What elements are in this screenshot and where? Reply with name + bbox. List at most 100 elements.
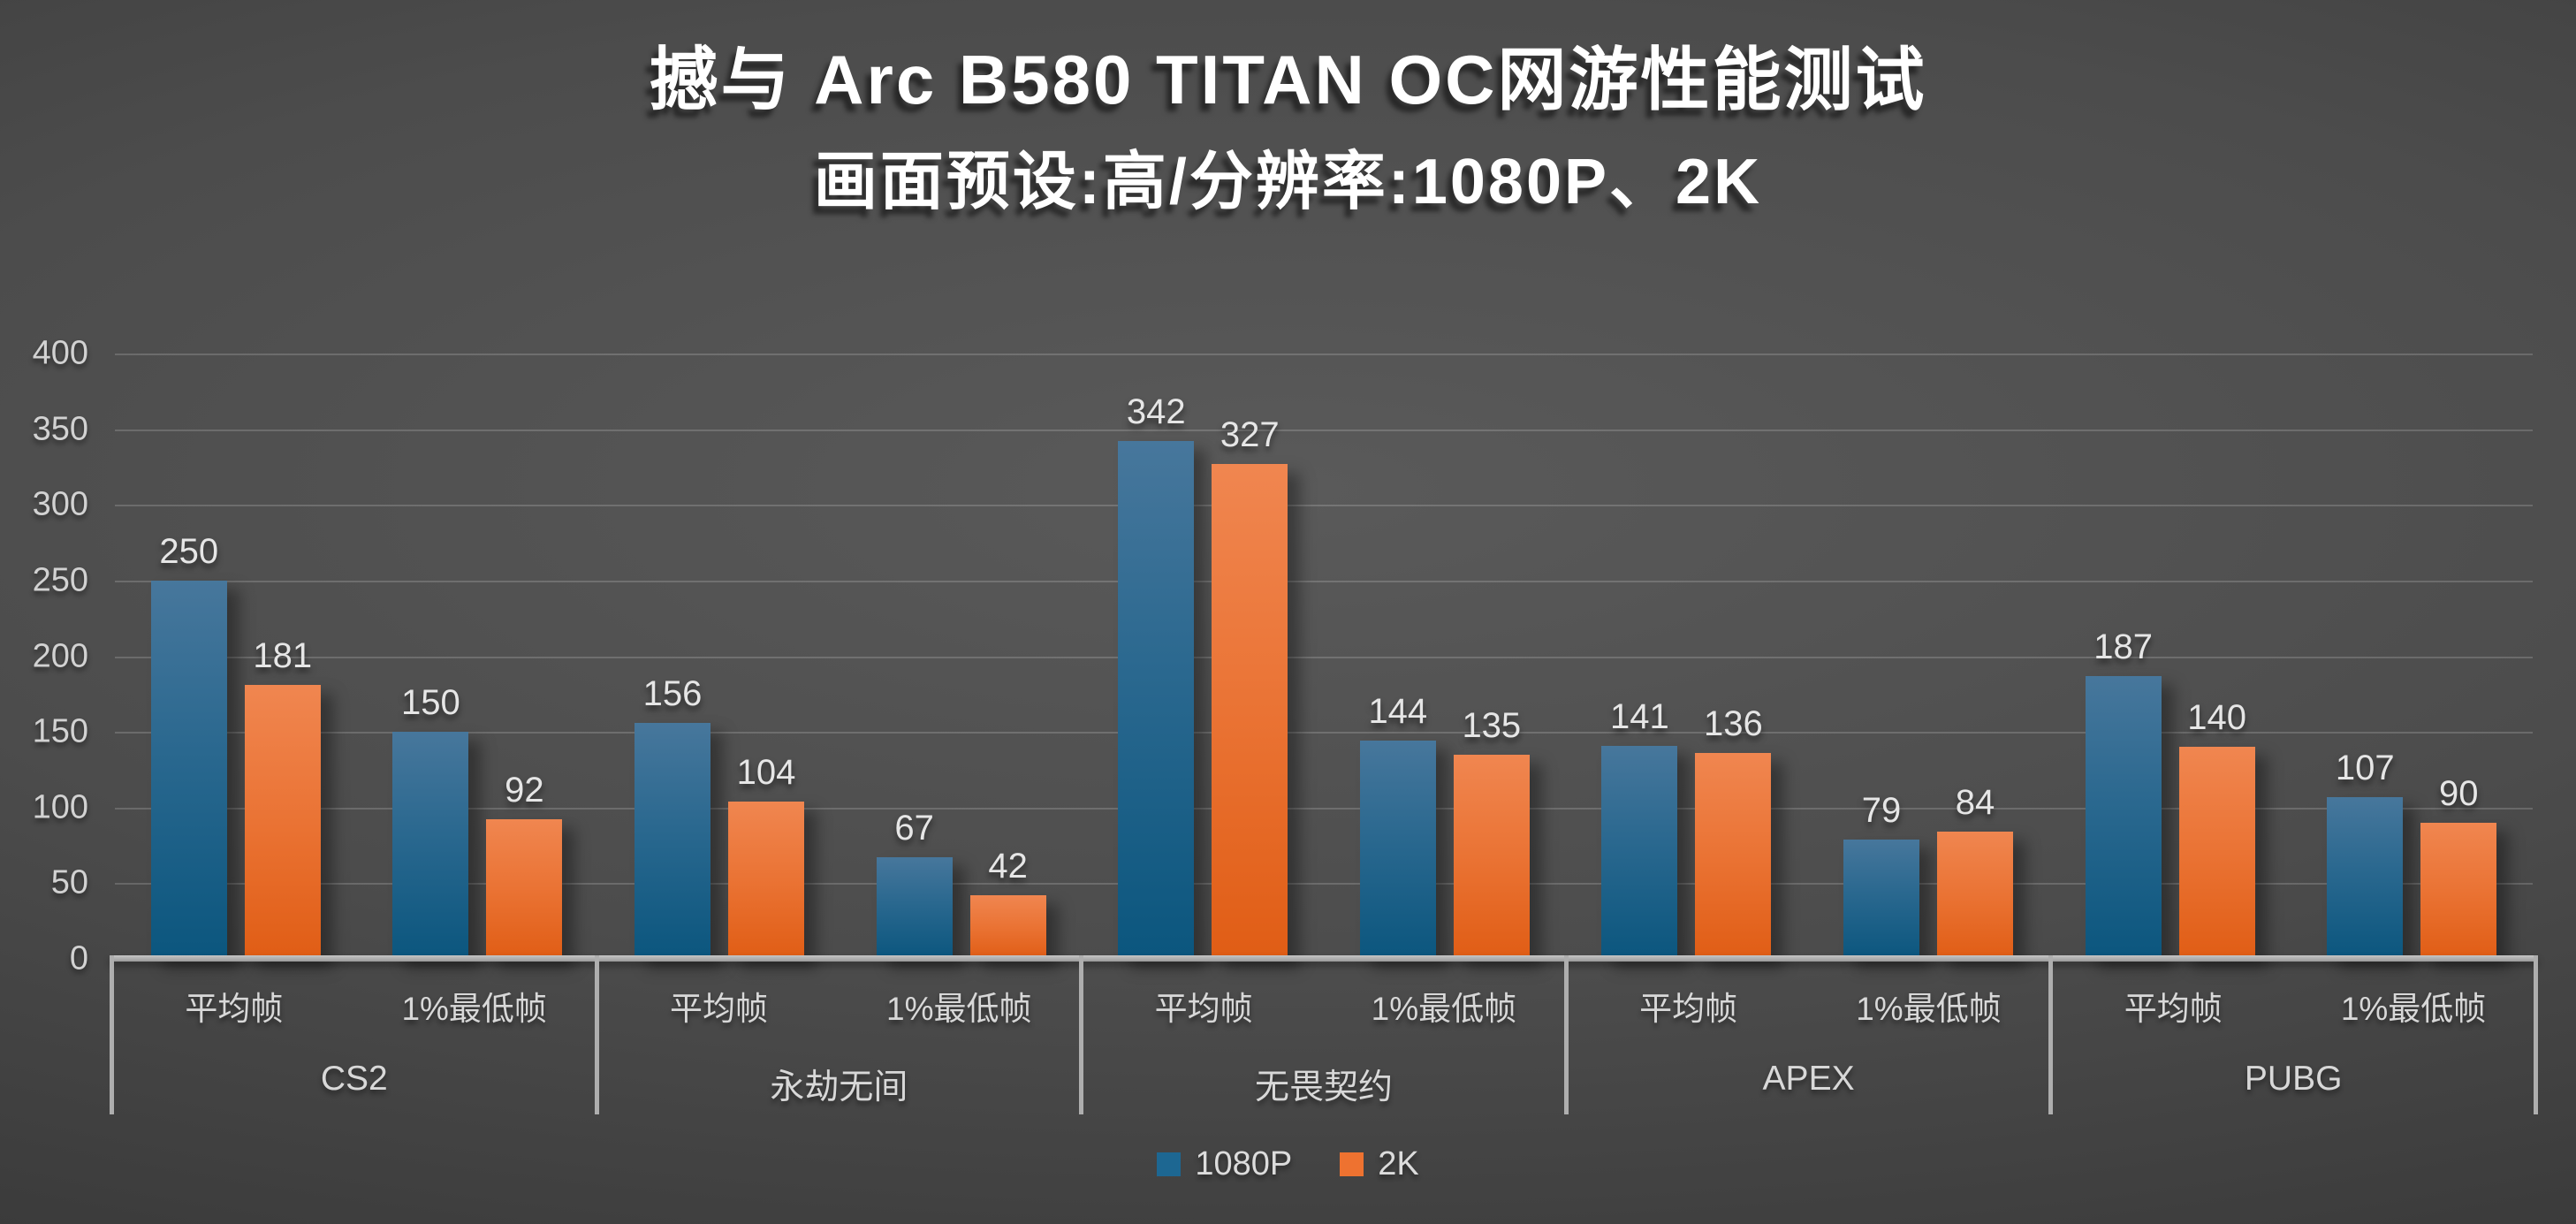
- bar-value-label: 136: [1704, 704, 1763, 744]
- bar-2K: 140: [2178, 698, 2255, 959]
- bar-pair: 67 42: [840, 354, 1083, 959]
- bar-value-label: 90: [2438, 773, 2479, 813]
- bar-value-label: 42: [988, 847, 1028, 886]
- metric-label: 平均帧: [2124, 991, 2223, 1027]
- bar-pair: 150 92: [357, 354, 599, 959]
- bar-2K: 90: [2420, 774, 2497, 959]
- metric-label-row: 平均帧 1%最低帧: [2053, 955, 2534, 1030]
- metric-label: 1%最低帧: [2340, 991, 2487, 1027]
- bar-value-label: 79: [1861, 790, 1902, 830]
- bar-1080P: 67: [876, 809, 953, 959]
- metric-label-row: 平均帧 1%最低帧: [1083, 955, 1564, 1030]
- gridline: [115, 505, 2533, 507]
- y-axis-tick-label: 150: [32, 712, 88, 750]
- metric-label: 平均帧: [669, 991, 768, 1027]
- category-group: 平均帧 1%最低帧 APEX: [1563, 955, 2049, 1114]
- category-group: 平均帧 1%最低帧 PUBG: [2048, 955, 2538, 1114]
- game-label: PUBG: [2244, 1060, 2343, 1098]
- y-axis-tick-label: 300: [32, 485, 88, 523]
- bar-value-label: 181: [253, 636, 313, 676]
- bar-2K: 104: [728, 753, 804, 959]
- y-axis-tick-label: 0: [69, 939, 88, 977]
- bar-2K: 327: [1212, 415, 1288, 959]
- y-axis-tick-label: 100: [32, 788, 88, 826]
- bar-group: 156 104 67 42: [598, 354, 1082, 959]
- metric-label: 1%最低帧: [886, 991, 1032, 1027]
- bar-1080P: 156: [635, 674, 710, 959]
- bar-value-label: 107: [2335, 748, 2395, 787]
- bar-group: 187 140 107 90: [2049, 354, 2533, 959]
- bar-value-label: 342: [1126, 392, 1186, 432]
- legend-swatch-icon: [1340, 1152, 1364, 1176]
- bar-pair: 342 327: [1082, 354, 1324, 959]
- chart-subtitle: 画面预设:高/分辨率:1080P、2K: [813, 147, 1763, 217]
- y-axis-labels: 0 50 100 150 200 250 300 350 400: [0, 335, 97, 977]
- legend-swatch-icon: [1157, 1152, 1182, 1176]
- bar-group: 141 136 79 84: [1566, 354, 2049, 959]
- bar-1080P: 144: [1359, 692, 1436, 959]
- bar-pair: 144 135: [1324, 354, 1566, 959]
- game-label: 永劫无间: [770, 1068, 908, 1106]
- bar-value-label: 150: [401, 683, 460, 723]
- legend: 1080P 2K: [0, 1145, 2576, 1183]
- bar-2K: 181: [244, 636, 321, 959]
- metric-label: 1%最低帧: [1371, 991, 1517, 1027]
- legend-item: 1080P: [1157, 1145, 1292, 1183]
- bar-pair: 187 140: [2049, 354, 2291, 959]
- bar-value-label: 140: [2187, 698, 2246, 738]
- y-axis-tick-label: 50: [50, 863, 88, 901]
- bar-1080P: 342: [1118, 392, 1195, 959]
- legend-item: 2K: [1340, 1145, 1419, 1183]
- bar-2K: 136: [1695, 704, 1772, 959]
- gridline: [115, 883, 2533, 886]
- bar-group: 342 327 144 135: [1082, 354, 1565, 959]
- bar-value-label: 250: [159, 531, 219, 571]
- bar-value-label: 141: [1610, 696, 1669, 736]
- metric-label: 平均帧: [1154, 991, 1253, 1027]
- metric-label-row: 平均帧 1%最低帧: [599, 955, 1080, 1030]
- gridline: [115, 354, 2533, 355]
- gridline: [115, 429, 2533, 431]
- bar-value-label: 156: [642, 673, 703, 713]
- bar-pair: 250 181: [115, 354, 357, 959]
- bar-pair: 141 136: [1566, 354, 1808, 959]
- bar-1080P: 150: [392, 683, 469, 959]
- bar-1080P: 250: [150, 532, 227, 959]
- category-group: 平均帧 1%最低帧 CS2: [110, 955, 595, 1114]
- y-axis-tick-label: 400: [32, 334, 88, 372]
- bar-pair: 107 90: [2291, 354, 2533, 959]
- bar-1080P: 107: [2327, 749, 2404, 959]
- y-axis-tick-label: 200: [32, 637, 88, 674]
- bar-groups: 250 181 150 92 156 104 67 42 342 327 144 135 141 136 7…: [115, 354, 2533, 959]
- bar-2K: 42: [969, 847, 1046, 959]
- bar-2K: 92: [486, 771, 563, 959]
- bar-2K: 135: [1453, 706, 1530, 959]
- plot-area: 250 181 150 92 156 104 67 42 342 327 144 135 141 136 7…: [115, 354, 2533, 959]
- bar-2K: 84: [1937, 783, 2014, 959]
- metric-label-row: 平均帧 1%最低帧: [114, 955, 595, 1030]
- bar-1080P: 79: [1843, 791, 1920, 959]
- game-label: 无畏契约: [1254, 1068, 1393, 1106]
- metric-label: 平均帧: [1639, 991, 1738, 1027]
- gridline: [115, 807, 2533, 810]
- bar-value-label: 187: [2093, 627, 2153, 666]
- x-axis-line: [110, 955, 2538, 962]
- game-label: CS2: [320, 1060, 388, 1098]
- bar-pair: 156 104: [598, 354, 840, 959]
- game-label: APEX: [1762, 1060, 1855, 1098]
- bar-value-label: 104: [736, 752, 796, 792]
- bar-value-label: 84: [1955, 783, 1995, 823]
- chart-title: 撼与 Arc B580 TITAN OC网游性能测试: [649, 41, 1927, 118]
- y-axis-tick-label: 350: [32, 410, 88, 448]
- legend-label: 2K: [1378, 1145, 1419, 1182]
- category-group: 平均帧 1%最低帧永劫无间: [594, 955, 1080, 1114]
- gridline: [115, 656, 2533, 658]
- metric-label: 1%最低帧: [1856, 991, 2002, 1027]
- bar-1080P: 187: [2085, 627, 2162, 959]
- metric-label: 1%最低帧: [401, 991, 547, 1027]
- legend-label: 1080P: [1195, 1145, 1293, 1182]
- bar-value-label: 135: [1462, 705, 1522, 745]
- bar-value-label: 144: [1368, 692, 1428, 732]
- gridline: [115, 732, 2533, 734]
